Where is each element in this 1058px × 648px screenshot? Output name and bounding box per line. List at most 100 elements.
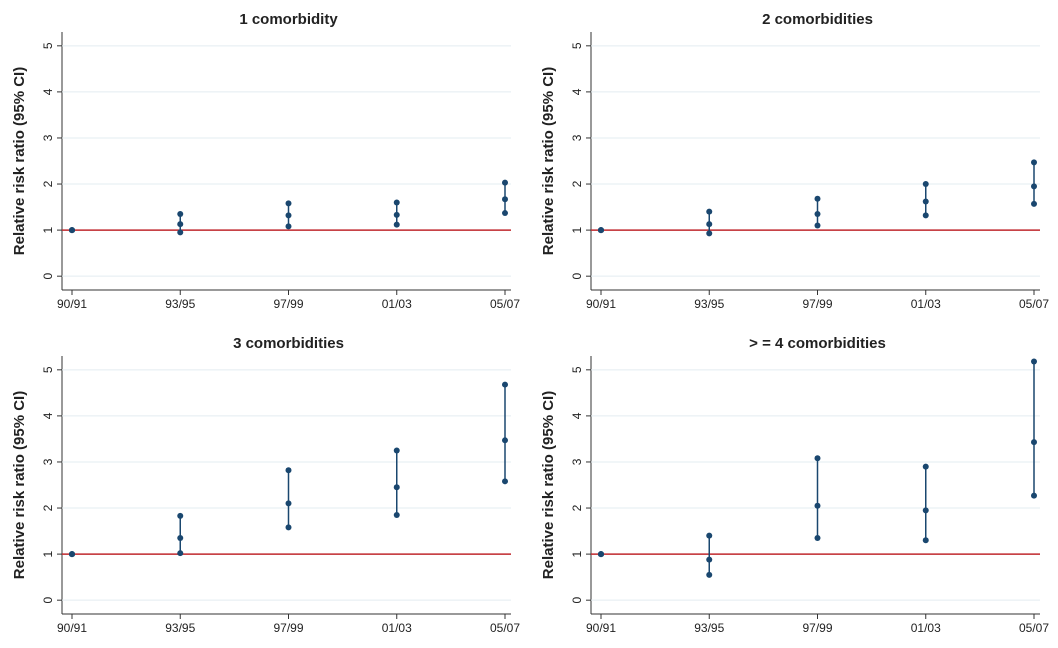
y-tick-label: 5: [41, 42, 55, 49]
ci-upper: [1031, 358, 1037, 365]
ci-lower: [393, 511, 400, 518]
y-tick-label: 1: [41, 226, 55, 233]
y-tick-label: 2: [570, 180, 584, 187]
ci-upper: [393, 199, 400, 206]
x-tick-label: 05/07: [490, 297, 520, 311]
x-tick-label: 93/95: [165, 621, 195, 635]
ci-upper: [814, 195, 821, 202]
y-axis-label: Relative risk ratio (95% CI): [540, 391, 557, 579]
ci-lower: [285, 223, 292, 230]
ci-lower: [706, 571, 713, 578]
y-tick-label: 3: [570, 134, 584, 141]
x-tick-label: 05/07: [1019, 297, 1049, 311]
ci-upper: [285, 200, 292, 207]
y-tick-label: 5: [41, 366, 55, 373]
ci-lower: [922, 537, 929, 544]
x-tick-label: 90/91: [57, 297, 87, 311]
ci-upper: [922, 463, 929, 470]
point-estimate: [922, 507, 929, 514]
ci-lower: [177, 229, 184, 236]
ci-upper: [502, 381, 508, 388]
ci-lower: [1031, 200, 1037, 207]
ci-upper: [1031, 159, 1037, 166]
point-estimate: [598, 551, 604, 558]
ci-lower: [1031, 492, 1037, 499]
y-tick-label: 1: [570, 550, 584, 557]
point-estimate: [177, 221, 184, 228]
point-estimate: [393, 484, 400, 491]
y-tick-label: 4: [570, 88, 584, 95]
x-tick-label: 90/91: [57, 621, 87, 635]
x-tick-label: 01/03: [382, 297, 412, 311]
point-estimate: [502, 196, 508, 203]
ci-upper: [285, 467, 292, 474]
x-tick-label: 05/07: [490, 621, 520, 635]
y-tick-label: 4: [41, 88, 55, 95]
x-tick-label: 01/03: [911, 621, 941, 635]
point-estimate: [814, 210, 821, 217]
ci-upper: [706, 208, 713, 215]
ci-upper: [814, 455, 821, 462]
x-tick-label: 97/99: [802, 621, 832, 635]
y-tick-label: 0: [41, 273, 55, 280]
ci-upper: [177, 210, 184, 217]
ci-lower: [285, 524, 292, 531]
point-estimate: [285, 212, 292, 219]
x-tick-label: 90/91: [586, 621, 616, 635]
y-tick-label: 4: [41, 412, 55, 419]
panel-title: > = 4 comorbidities: [749, 335, 886, 352]
x-tick-label: 97/99: [273, 297, 303, 311]
panel-title: 2 comorbidities: [762, 11, 873, 28]
y-tick-label: 3: [570, 458, 584, 465]
point-estimate: [814, 502, 821, 509]
y-tick-label: 4: [570, 412, 584, 419]
panel-title: 3 comorbidities: [233, 335, 344, 352]
x-tick-label: 01/03: [382, 621, 412, 635]
point-estimate: [502, 437, 508, 444]
ci-lower: [177, 550, 184, 557]
ci-lower: [502, 210, 508, 217]
y-tick-label: 0: [570, 273, 584, 280]
point-estimate: [1031, 183, 1037, 190]
y-tick-label: 3: [41, 458, 55, 465]
x-tick-label: 93/95: [694, 621, 724, 635]
ci-upper: [177, 512, 184, 519]
point-estimate: [69, 551, 75, 558]
ci-upper: [706, 532, 713, 539]
y-tick-label: 1: [41, 550, 55, 557]
x-tick-label: 90/91: [586, 297, 616, 311]
x-tick-label: 93/95: [694, 297, 724, 311]
point-estimate: [922, 198, 929, 205]
ci-upper: [502, 179, 508, 186]
y-tick-label: 0: [41, 597, 55, 604]
y-tick-label: 3: [41, 134, 55, 141]
y-tick-label: 2: [570, 504, 584, 511]
y-axis-label: Relative risk ratio (95% CI): [11, 67, 28, 255]
point-estimate: [285, 500, 292, 507]
point-estimate: [706, 221, 713, 228]
ci-lower: [706, 230, 713, 237]
ci-lower: [502, 478, 508, 485]
ci-lower: [922, 212, 929, 219]
point-estimate: [393, 211, 400, 218]
x-tick-label: 97/99: [802, 297, 832, 311]
y-tick-label: 5: [570, 42, 584, 49]
ci-lower: [393, 221, 400, 228]
y-axis-label: Relative risk ratio (95% CI): [11, 391, 28, 579]
point-estimate: [598, 227, 604, 234]
y-tick-label: 1: [570, 226, 584, 233]
panel-title: 1 comorbidity: [239, 11, 338, 28]
y-tick-label: 0: [570, 597, 584, 604]
point-estimate: [177, 534, 184, 541]
ci-upper: [393, 447, 400, 454]
y-tick-label: 5: [570, 366, 584, 373]
point-estimate: [69, 227, 75, 234]
y-tick-label: 2: [41, 504, 55, 511]
x-tick-label: 93/95: [165, 297, 195, 311]
x-tick-label: 97/99: [273, 621, 303, 635]
ci-lower: [814, 534, 821, 541]
ci-upper: [922, 181, 929, 188]
x-tick-label: 05/07: [1019, 621, 1049, 635]
y-tick-label: 2: [41, 180, 55, 187]
point-estimate: [1031, 439, 1037, 446]
